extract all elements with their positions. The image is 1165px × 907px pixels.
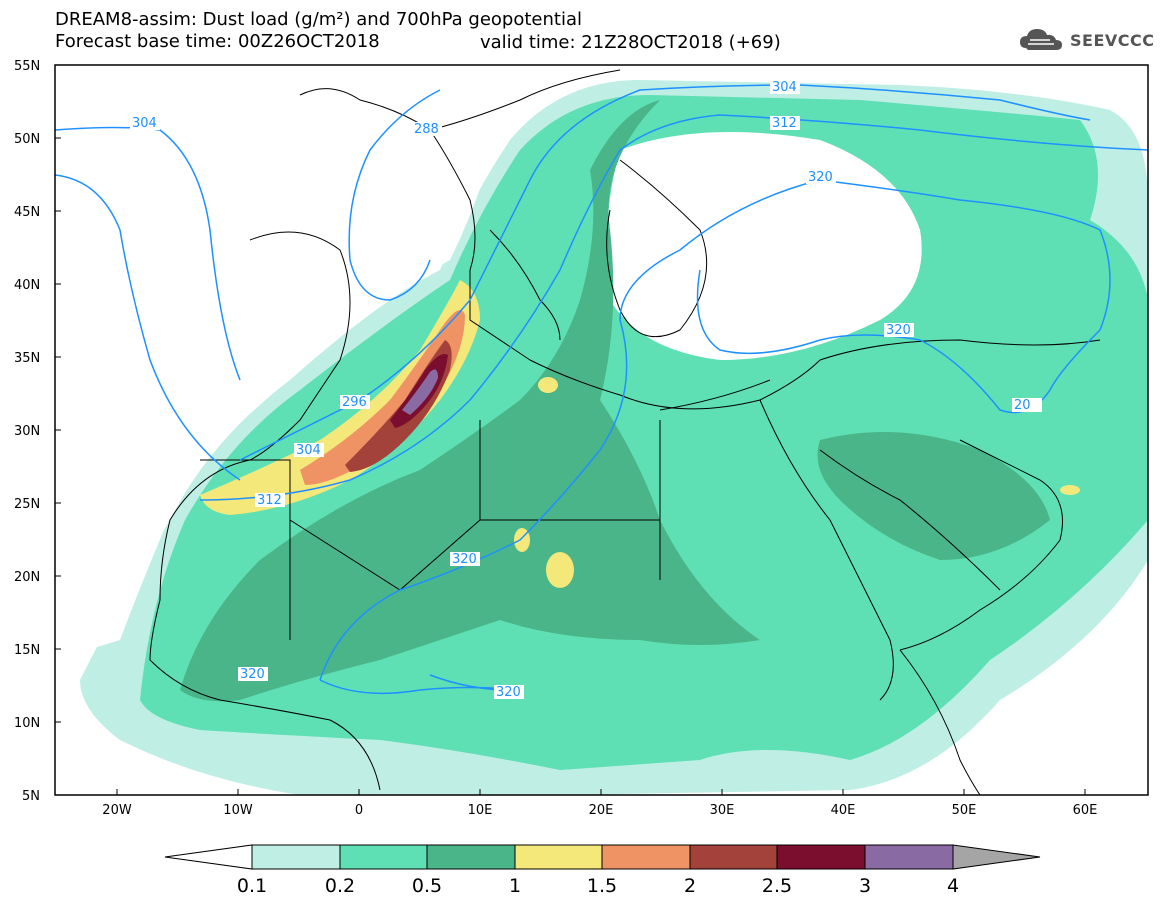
geopotential-contours	[55, 84, 1148, 695]
lon-label: 0	[355, 803, 363, 818]
lon-label: 50E	[952, 803, 977, 818]
valid-time: valid time: 21Z28OCT2018 (+69)	[480, 32, 781, 53]
svg-text:312: 312	[772, 116, 797, 131]
svg-text:304: 304	[296, 443, 321, 458]
colorbar-ticks: 0.1 0.2 0.5 1 1.5 2 2.5 3 4	[237, 875, 959, 897]
colorbar-tick: 1.5	[587, 875, 617, 897]
logo-text: SEEVCCC	[1070, 30, 1155, 50]
colorbar-tick: 2	[684, 875, 696, 897]
dust-region-orange	[300, 310, 465, 485]
lat-label: 10N	[14, 716, 40, 731]
map-title: DREAM8-assim: Dust load (g/m²) and 700hP…	[55, 9, 582, 30]
svg-text:320: 320	[496, 685, 521, 700]
dust-region-purple	[402, 369, 438, 415]
colorbar-segment	[514, 844, 603, 870]
colorbar-tick: 1	[509, 875, 521, 897]
colorbar-segment	[339, 844, 428, 870]
colorbar-segment	[251, 844, 341, 870]
clear-europe	[606, 132, 922, 360]
lon-label: 10E	[468, 803, 493, 818]
lat-label: 30N	[14, 424, 40, 439]
colorbar-low-arrow	[164, 844, 253, 870]
colorbar-tick: 0.2	[325, 875, 355, 897]
coastlines	[149, 69, 1101, 795]
lat-label: 45N	[14, 205, 40, 220]
colorbar-high-arrow	[952, 844, 1041, 870]
colorbar-segment	[689, 844, 778, 870]
clear-atlantic	[55, 65, 520, 660]
svg-text:320: 320	[808, 170, 833, 185]
colorbar-tick: 0.1	[237, 875, 267, 897]
colorbar-tick: 3	[859, 875, 871, 897]
colorbar-segment	[426, 844, 516, 870]
forecast-base-time: Forecast base time: 00Z26OCT2018	[55, 31, 380, 52]
dust-blob-yellow-2	[546, 552, 574, 588]
dust-region-dark	[180, 100, 760, 702]
colorbar-segment	[776, 844, 866, 870]
dust-region-dark-east	[817, 432, 1050, 560]
lon-label: 20E	[589, 803, 614, 818]
dust-blob-yellow-4	[1060, 485, 1080, 495]
svg-text:320: 320	[452, 552, 477, 567]
svg-text:20: 20	[1014, 398, 1031, 413]
colorbar-tick: 4	[947, 875, 959, 897]
longitude-labels: 20W 10W 0 10E 20E 30E 40E 50E 60E	[102, 803, 1097, 818]
dust-field: 304 288 304 312 320 296 304 312 320 320 …	[55, 65, 1148, 795]
svg-text:304: 304	[772, 80, 797, 95]
lon-label: 40E	[831, 803, 856, 818]
dust-blob-yellow-1	[538, 377, 558, 393]
lat-label: 50N	[14, 132, 40, 147]
contour-labels: 304 288 304 312 320 296 304 312 320 320 …	[130, 80, 1042, 700]
colorbar-segment	[864, 844, 954, 870]
axis-ticks	[55, 64, 1086, 796]
svg-text:296: 296	[342, 395, 367, 410]
lat-label: 5N	[22, 789, 40, 804]
lon-label: 30E	[710, 803, 735, 818]
latitude-labels: 55N 50N 45N 40N 35N 30N 25N 20N 15N 10N …	[14, 59, 40, 804]
lat-label: 20N	[14, 570, 40, 585]
lat-label: 25N	[14, 497, 40, 512]
lon-label: 10W	[223, 803, 253, 818]
colorbar-segment	[601, 844, 691, 870]
lat-label: 35N	[14, 351, 40, 366]
svg-text:288: 288	[414, 122, 439, 137]
svg-text:320: 320	[886, 323, 911, 338]
lon-label: 60E	[1073, 803, 1098, 818]
svg-text:312: 312	[257, 493, 282, 508]
seevccc-logo: SEEVCCC	[1018, 26, 1155, 54]
svg-text:304: 304	[132, 116, 157, 131]
colorbar-tick: 0.5	[412, 875, 442, 897]
colorbar-tick: 2.5	[762, 875, 792, 897]
svg-text:320: 320	[240, 667, 265, 682]
lat-label: 55N	[14, 59, 40, 74]
lon-label: 20W	[102, 803, 132, 818]
cloud-icon	[1020, 29, 1062, 50]
lat-label: 40N	[14, 278, 40, 293]
lat-label: 15N	[14, 643, 40, 658]
colorbar	[164, 844, 1041, 870]
